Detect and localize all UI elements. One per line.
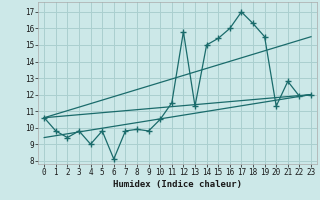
X-axis label: Humidex (Indice chaleur): Humidex (Indice chaleur): [113, 180, 242, 189]
